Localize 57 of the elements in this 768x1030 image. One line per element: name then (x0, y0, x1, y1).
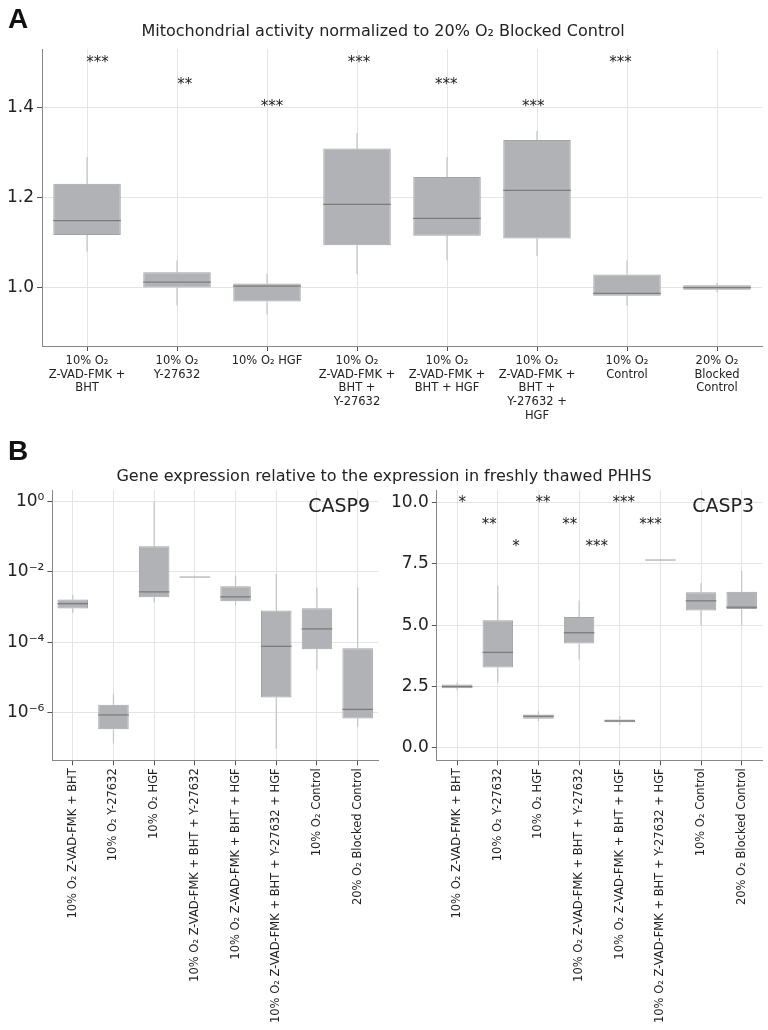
x-tick-label: 10% O₂ Y-27632 (105, 768, 120, 862)
annotation: *** (347, 52, 371, 71)
annotation: *** (585, 537, 609, 556)
x-tick-label: 10% O₂ Z-VAD-FMK + BHT + HGF (227, 768, 242, 960)
annotation: *** (260, 96, 284, 115)
text: B (8, 434, 29, 466)
x-tick-label: 10% O₂ HGF (530, 768, 545, 839)
annotation: *** (522, 96, 546, 115)
annotation: *** (434, 74, 458, 93)
y-tick-label: 0.0 (401, 736, 429, 757)
y-tick-label: 10⁻⁴ (7, 630, 45, 651)
y-tick-label: 1.4 (6, 96, 35, 117)
chart-title: Mitochondrial activity normalized to 20% O₂ Blocked Control (141, 20, 625, 40)
y-tick-label: 10⁰ (15, 489, 45, 510)
annotation: ** (481, 515, 498, 534)
x-tick-label: 10% O₂ Z-VAD-FMK + BHT + HGF (611, 768, 626, 960)
x-tick-label: 10% O₂ Z-VAD-FMK + BHT + Y-27632 + HGF (498, 352, 576, 423)
annotation: *** (612, 493, 636, 512)
x-tick-label: 10% O₂ Z-VAD-FMK + BHT + Y-27632 + HGF (652, 768, 667, 1024)
y-tick-label: 10.0 (390, 490, 429, 511)
annotation: CASP9 (308, 494, 370, 517)
x-tick-label: 10% O₂ Z-VAD-FMK + BHT + Y-27632 (186, 768, 201, 982)
annotation: ** (562, 515, 578, 534)
y-tick-label: 2.5 (401, 674, 429, 695)
x-tick-label: 10% O₂ Z-VAD-FMK + BHT + HGF (408, 352, 486, 395)
x-tick-label: 10% O₂ Z-VAD-FMK + BHT + Y-27632 + HGF (268, 768, 283, 1024)
x-tick-label: 10% O₂ Z-VAD-FMK + BHT + Y-27632 (571, 768, 586, 982)
x-tick-label: 10% O₂ HGF (146, 768, 161, 839)
y-tick-label: 1.2 (6, 186, 35, 207)
x-tick-label: 10% O₂ Control (693, 768, 708, 857)
text: A (8, 2, 29, 34)
y-tick-label: 7.5 (401, 552, 429, 573)
annotation: *** (86, 52, 110, 71)
x-tick-label: 20% O₂ Blocked Control (349, 768, 364, 906)
annotation: ** (535, 493, 551, 512)
x-tick-label: 10% O₂ Control (605, 352, 649, 381)
annotation: * (512, 537, 521, 556)
x-tick-label: 10% O₂ HGF (231, 352, 303, 367)
x-tick-label: 10% O₂ Control (308, 768, 323, 857)
y-tick-label: 10⁻² (7, 560, 45, 581)
y-tick-label: 10⁻⁶ (7, 701, 45, 722)
annotation: *** (639, 515, 663, 534)
annotation: *** (609, 52, 633, 71)
y-tick-label: 1.0 (6, 275, 35, 296)
x-tick-label: 10% O₂ Z-VAD-FMK + BHT + Y-27632 (318, 352, 396, 409)
x-tick-label: 10% O₂ Y-27632 (489, 768, 504, 862)
x-tick-label: 20% O₂ Blocked Control (694, 352, 740, 395)
x-tick-label: 20% O₂ Blocked Control (733, 768, 748, 906)
y-tick-label: 5.0 (401, 613, 429, 634)
annotation: CASP3 (692, 494, 754, 517)
annotation: ** (177, 74, 193, 93)
chart-title: Gene expression relative to the expression in freshly thawed PHHS (115, 466, 653, 485)
annotation: * (458, 493, 467, 512)
x-tick-label: 10% O₂ Z-VAD-FMK + BHT (48, 352, 126, 395)
x-tick-label: 10% O₂ Y-27632 (152, 352, 201, 381)
x-tick-label: 10% O₂ Z-VAD-FMK + BHT (449, 767, 464, 919)
x-tick-label: 10% O₂ Z-VAD-FMK + BHT (64, 767, 79, 919)
